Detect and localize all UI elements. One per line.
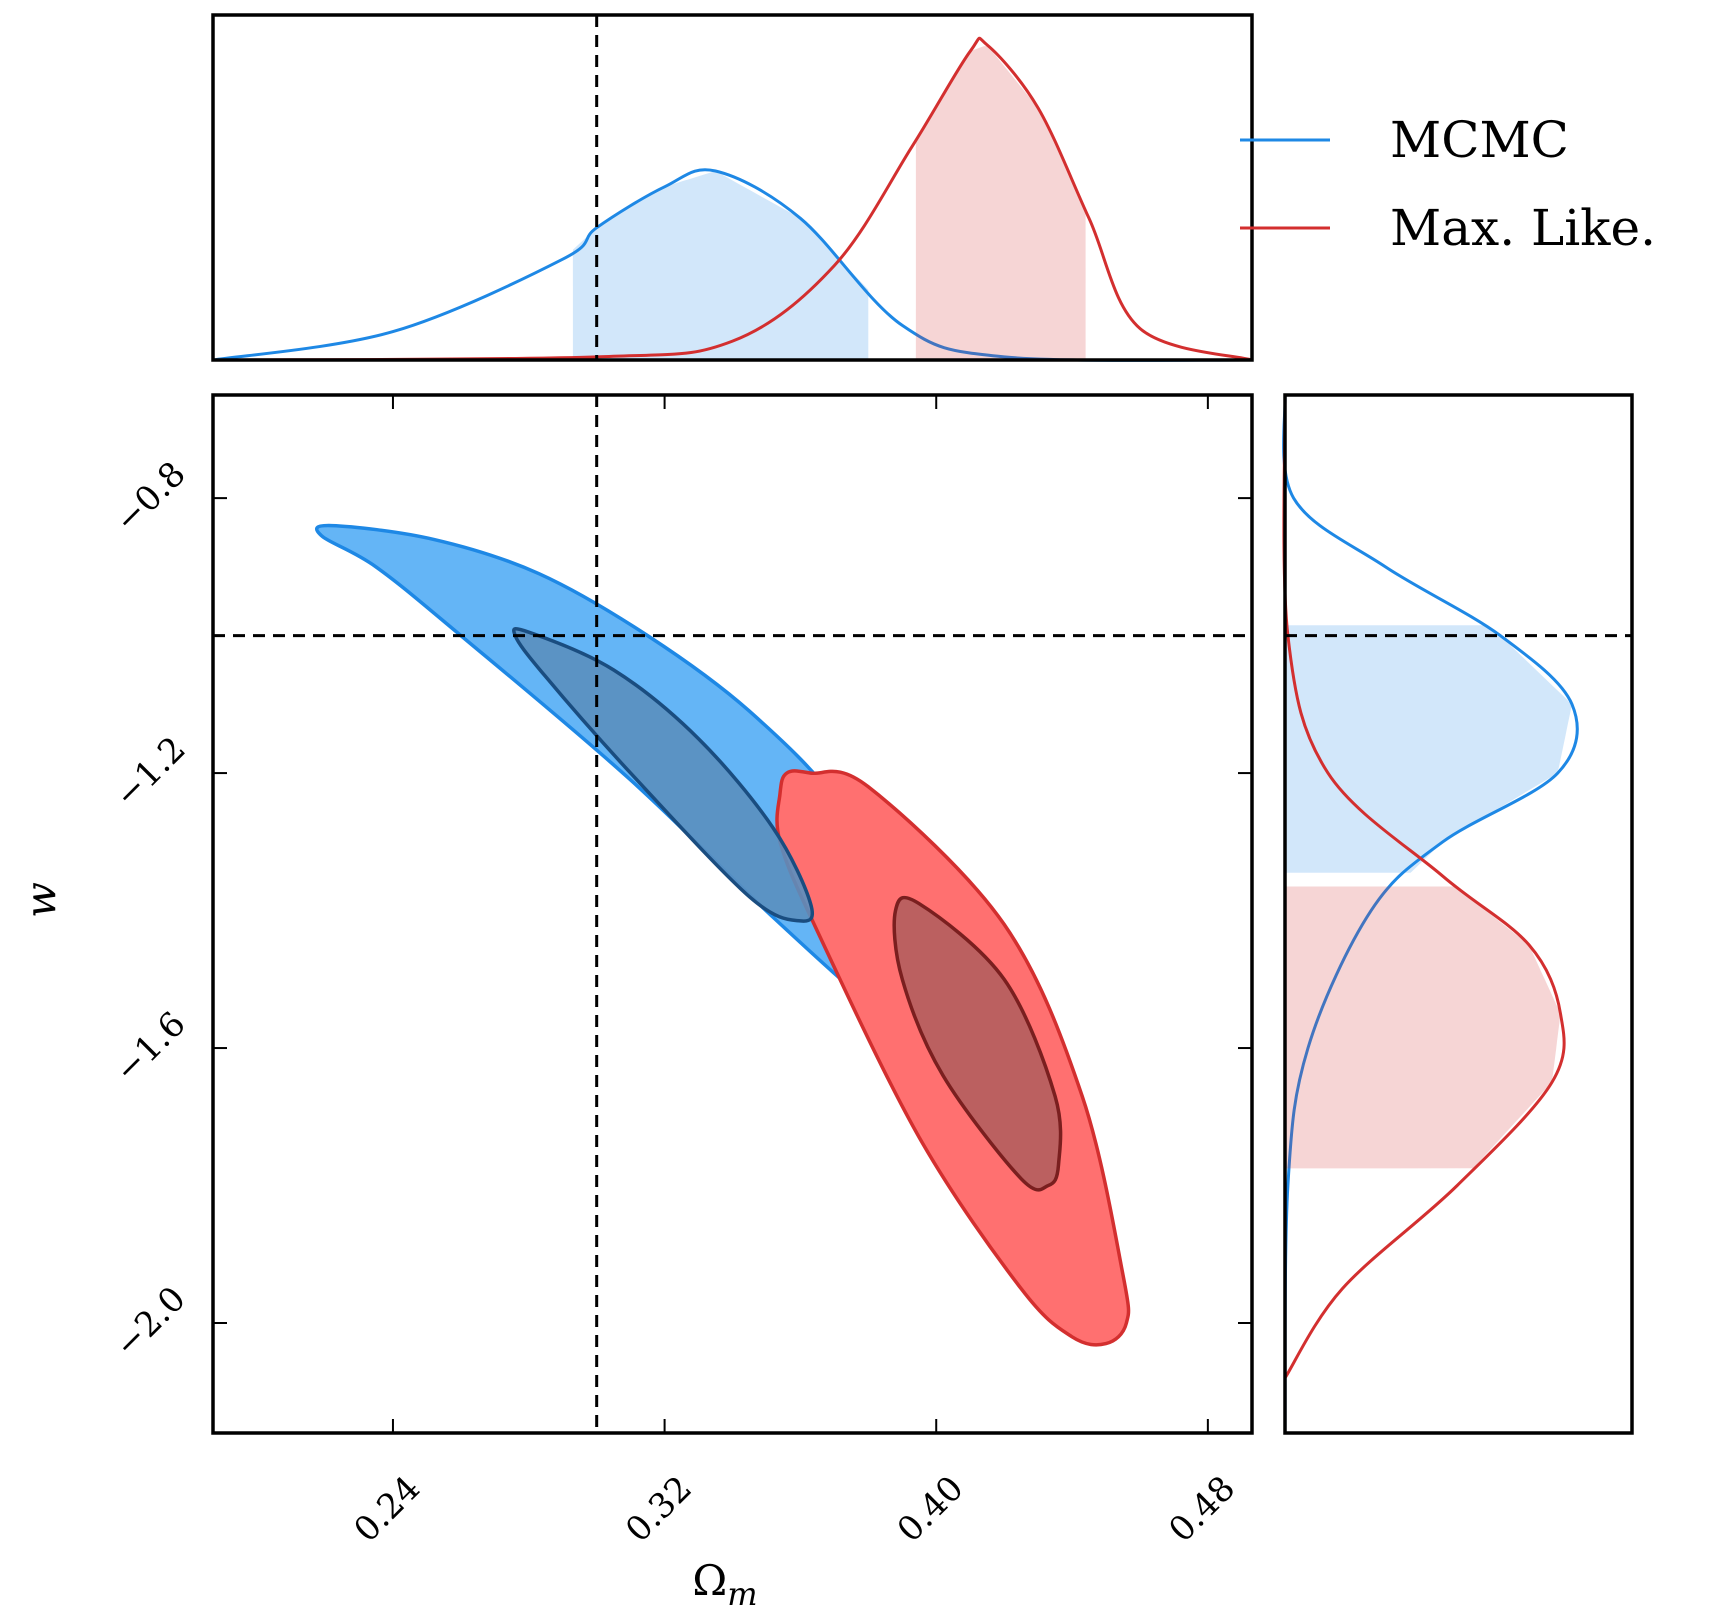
x-tick-label-0: 0.24	[346, 1468, 428, 1550]
marginal-x-interval-0	[572, 171, 869, 360]
x-axis-label: Ωm	[692, 1556, 757, 1613]
top-frame	[211, 13, 1254, 362]
marginal-y-curve-1	[1282, 394, 1566, 1379]
marginal-x-interval-1	[915, 46, 1086, 360]
contour-inner-0	[512, 627, 815, 923]
marginal-y-interval-0	[1285, 625, 1572, 873]
legend-label-0: MCMC	[1390, 111, 1569, 169]
marginal-y-interval-1	[1285, 886, 1561, 1169]
omega-m-marginal-panel	[211, 13, 1254, 362]
y-axis-label: w	[16, 882, 65, 918]
y-tick-label-2: −1.6	[107, 1004, 194, 1091]
x-tick-label-3: 0.48	[1161, 1468, 1243, 1550]
w-marginal-panel	[1282, 393, 1634, 1435]
x-tick-label-2: 0.40	[890, 1468, 972, 1550]
legend-label-1: Max. Like.	[1390, 199, 1656, 257]
legend: MCMC Max. Like.	[1240, 111, 1656, 257]
marginal-x-curve-1	[212, 36, 1253, 362]
marginal-y-curve-0	[1282, 394, 1579, 1434]
y-tick-label-0: −0.8	[107, 454, 194, 541]
y-tick-label-1: −1.2	[107, 729, 194, 816]
main-frame	[211, 393, 1254, 1435]
x-tick-label-1: 0.32	[618, 1468, 700, 1550]
right-frame	[1283, 393, 1634, 1435]
y-tick-label-3: −2.0	[107, 1279, 194, 1366]
marginal-x-curve-0	[212, 168, 1253, 362]
joint-contour-panel: 0.24 0.32 0.40 0.48 −0.8 −1.2 −1.6 −2.0	[107, 393, 1254, 1550]
contour-inner-1	[892, 895, 1063, 1192]
